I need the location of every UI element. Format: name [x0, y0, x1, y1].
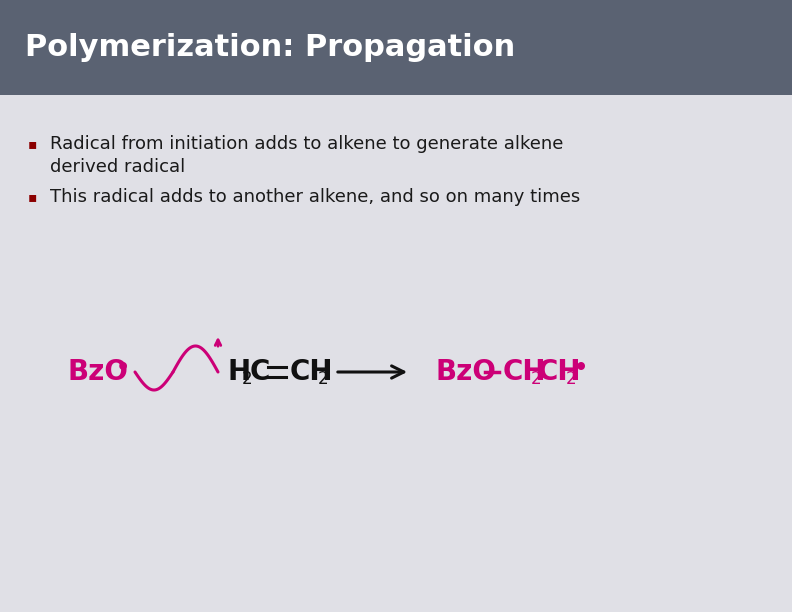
Text: derived radical: derived radical — [50, 158, 185, 176]
Text: This radical adds to another alkene, and so on many times: This radical adds to another alkene, and… — [50, 188, 581, 206]
Text: 2: 2 — [531, 370, 542, 388]
Text: 2: 2 — [242, 370, 253, 388]
Text: 2: 2 — [318, 370, 329, 388]
Text: C: C — [250, 358, 270, 386]
Text: Radical from initiation adds to alkene to generate alkene: Radical from initiation adds to alkene t… — [50, 135, 563, 153]
Bar — [0, 0, 792, 95]
Text: Polymerization: Propagation: Polymerization: Propagation — [25, 33, 516, 62]
Text: BzO: BzO — [435, 358, 496, 386]
Text: CH: CH — [290, 358, 333, 386]
Text: •: • — [116, 358, 130, 378]
Text: ▪: ▪ — [28, 190, 37, 204]
Text: CH: CH — [538, 358, 581, 386]
Text: ▪: ▪ — [28, 137, 37, 151]
Text: BzO: BzO — [68, 358, 129, 386]
Text: H: H — [228, 358, 251, 386]
Text: •: • — [574, 358, 588, 378]
Text: 2: 2 — [566, 370, 577, 388]
Text: CH: CH — [503, 358, 546, 386]
